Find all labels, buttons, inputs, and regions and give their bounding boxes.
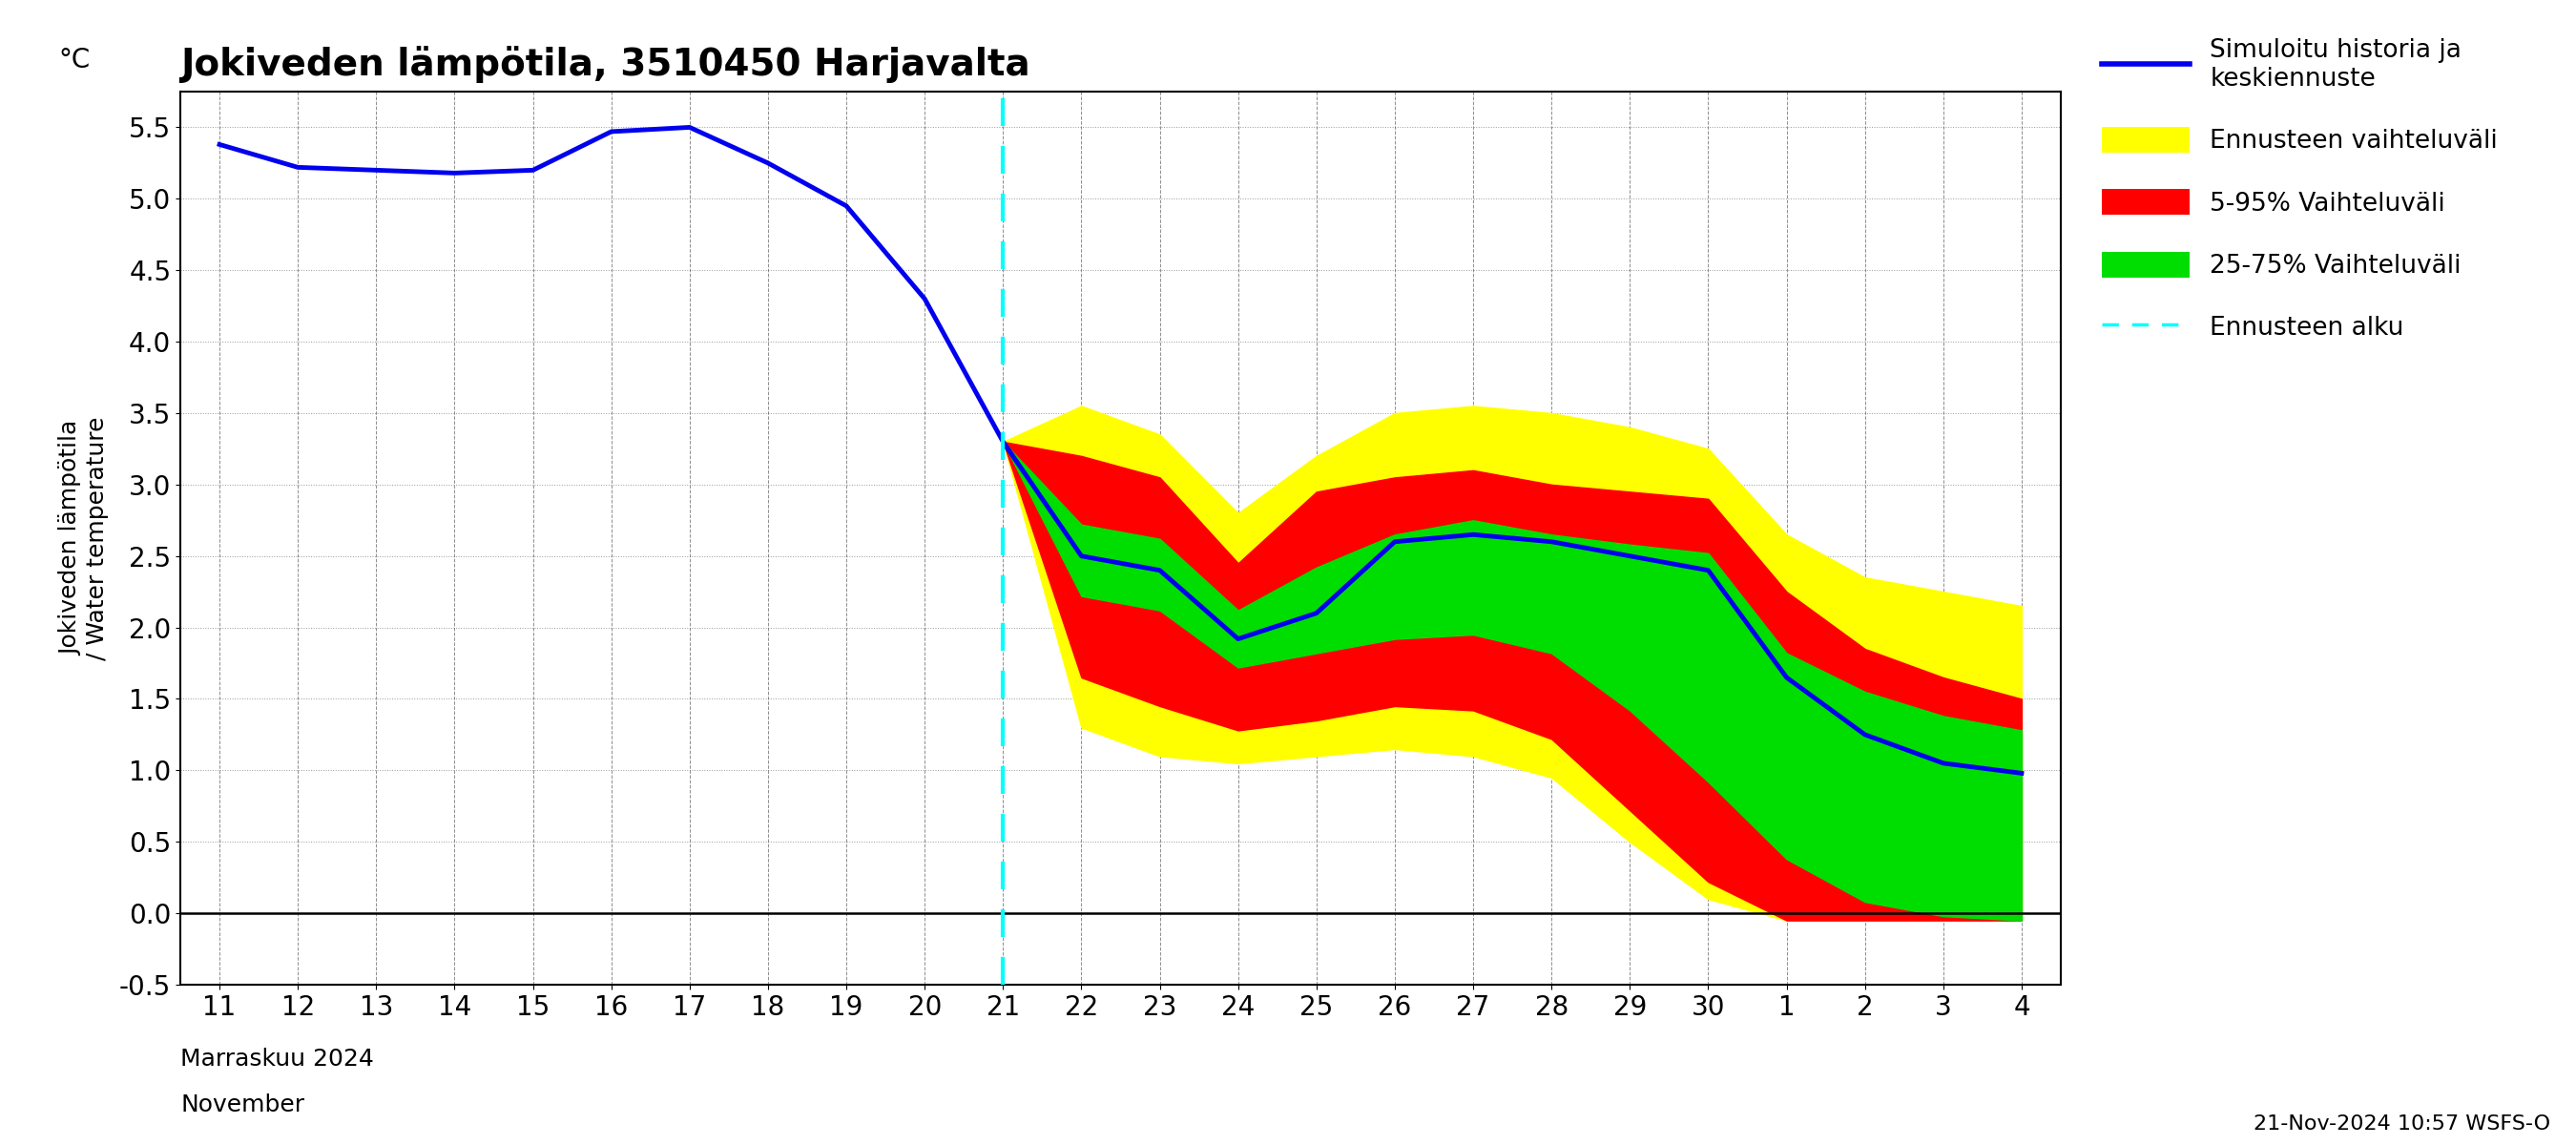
Text: November: November — [180, 1093, 304, 1116]
Text: Marraskuu 2024: Marraskuu 2024 — [180, 1048, 374, 1071]
Y-axis label: Jokiveden lämpötila
/ Water temperature: Jokiveden lämpötila / Water temperature — [59, 417, 108, 660]
Text: °C: °C — [59, 47, 90, 73]
Text: 21-Nov-2024 10:57 WSFS-O: 21-Nov-2024 10:57 WSFS-O — [2254, 1114, 2550, 1134]
Text: Jokiveden lämpötila, 3510450 Harjavalta: Jokiveden lämpötila, 3510450 Harjavalta — [180, 46, 1030, 84]
Legend: Simuloitu historia ja
keskiennuste, Ennusteen vaihteluväli, 5-95% Vaihteluväli, : Simuloitu historia ja keskiennuste, Ennu… — [2092, 27, 2509, 352]
